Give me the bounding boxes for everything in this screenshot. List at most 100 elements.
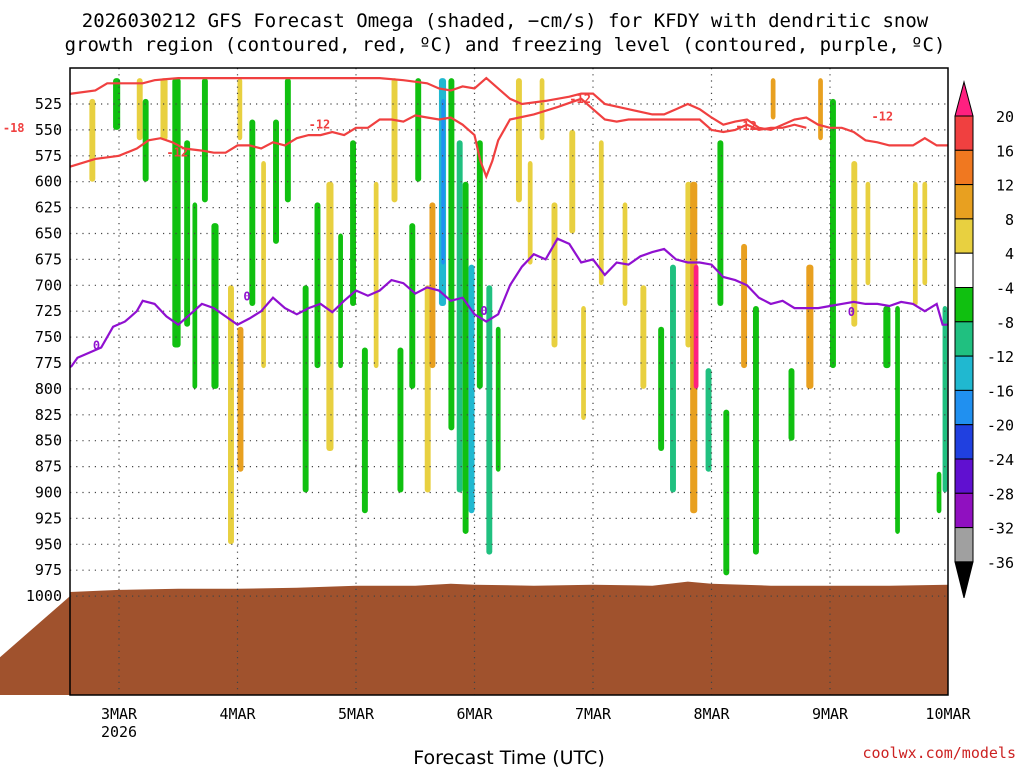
omega-cell <box>770 78 776 120</box>
omega-cell <box>468 264 475 514</box>
freezing-contour-label: 0 <box>93 338 100 352</box>
colorbar-label: -28 <box>987 485 1014 503</box>
colorbar-swatch <box>954 252 974 288</box>
omega-cell <box>142 98 149 182</box>
omega-cell <box>788 368 795 441</box>
omega-cell <box>326 181 334 452</box>
terrain-area <box>0 581 948 695</box>
chart-title-line2: growth region (contoured, red, ºC) and f… <box>65 34 946 56</box>
omega-cell <box>752 306 759 555</box>
omega-cell <box>284 78 291 203</box>
y-tick-label: 650 <box>35 225 62 243</box>
omega-cell <box>160 78 168 141</box>
colorbar-swatch <box>954 218 974 254</box>
omega-cell <box>705 368 712 472</box>
x-tick-label: 5MAR <box>338 705 375 723</box>
omega-cell <box>527 160 533 265</box>
colorbar-label: 16 <box>996 142 1014 160</box>
colorbar-swatch <box>954 389 974 426</box>
colorbar-swatch <box>954 424 974 460</box>
gridlines <box>70 68 948 695</box>
x-tick-label: 9MAR <box>812 705 849 723</box>
y-tick-label: 700 <box>35 276 62 294</box>
omega-cell <box>658 326 665 452</box>
omega-cell <box>865 181 871 286</box>
dgz-contour-label: -12 <box>166 146 188 160</box>
colorbar-swatch <box>954 492 974 529</box>
omega-cell <box>192 202 198 389</box>
colorbar-swatch <box>954 321 974 357</box>
omega-cell <box>476 140 483 389</box>
omega-cell <box>818 78 823 141</box>
omega-cell <box>942 306 948 493</box>
omega-cell <box>723 409 730 576</box>
omega-cell <box>424 285 431 493</box>
x-tick-label: 3MAR <box>101 705 138 723</box>
y-tick-label: 600 <box>35 173 62 191</box>
dgz-contour-label: -12 <box>309 118 331 132</box>
y-tick-label: 800 <box>35 380 62 398</box>
omega-cell <box>350 140 356 307</box>
colorbar-label: 20 <box>996 108 1014 126</box>
x-tick-label: 8MAR <box>693 705 730 723</box>
omega-cell <box>361 347 368 514</box>
plot-frame <box>69 67 949 696</box>
x-axis-title: Forecast Time (UTC) <box>413 747 604 768</box>
omega-cell <box>486 285 493 555</box>
y-tick-label: 550 <box>35 121 62 139</box>
y-tick-label: 875 <box>35 458 62 476</box>
colorbar-label: -36 <box>987 554 1014 572</box>
y-tick-label: 950 <box>35 535 62 553</box>
freezing-level-contour <box>70 237 948 369</box>
y-tick-label: 525 <box>35 95 62 113</box>
x-tick-year: 2026 <box>101 723 137 741</box>
omega-cell <box>237 78 243 141</box>
y-tick-label: 850 <box>35 432 62 450</box>
omega-cell <box>184 140 191 327</box>
omega-cell <box>89 98 96 182</box>
colorbar-swatch <box>954 184 974 220</box>
omega-cell <box>201 78 208 203</box>
y-axis-labels: 525 550 575 600 625 650 675 700 725 750 775 800 825 8… <box>26 95 62 605</box>
y-tick-label: 1000 <box>26 587 62 605</box>
omega-cell <box>693 264 699 389</box>
omega-cell <box>462 181 469 534</box>
omega-cell <box>172 78 181 348</box>
omega-cell <box>211 223 219 389</box>
omega-cell <box>495 326 501 472</box>
freezing-contour-label: 0 <box>243 290 250 304</box>
omega-cell <box>409 223 416 389</box>
omega-cell <box>539 78 545 141</box>
omega-cell <box>397 347 404 493</box>
omega-cell <box>261 160 266 369</box>
freezing-contour-label: 0 <box>480 304 487 318</box>
freezing-contour-label: 0 <box>848 305 855 319</box>
dgz-contour-upper <box>70 76 948 147</box>
x-tick-label: 6MAR <box>456 705 493 723</box>
colorbar-swatch <box>954 527 974 563</box>
y-tick-label: 775 <box>35 354 62 372</box>
omega-cell <box>883 306 891 369</box>
dgz-contour-label: -18 <box>3 121 25 135</box>
y-tick-label: 575 <box>35 147 62 165</box>
credit-link[interactable]: coolwx.com/models <box>862 744 1016 762</box>
omega-cell <box>581 306 586 420</box>
omega-cell <box>391 78 398 203</box>
dgz-contour-label: -12 <box>569 92 591 106</box>
colorbar-label: -4 <box>996 280 1014 298</box>
x-tick-label: 10MAR <box>925 705 971 723</box>
omega-cell <box>228 285 234 545</box>
y-tick-label: 825 <box>35 406 62 424</box>
omega-cell <box>640 285 647 389</box>
omega-cell <box>912 181 918 307</box>
omega-cell <box>717 140 724 307</box>
dgz-contour-label: -12 <box>735 119 757 133</box>
omega-cell <box>670 264 676 493</box>
contour-lines: -18 -12 -12 -12 -12 -12 0 0 0 0 <box>3 76 948 369</box>
colorbar-swatch <box>954 115 974 151</box>
x-tick-label: 4MAR <box>219 705 256 723</box>
colorbar-min-arrow <box>954 561 974 599</box>
colorbar-label: 8 <box>1005 211 1014 229</box>
